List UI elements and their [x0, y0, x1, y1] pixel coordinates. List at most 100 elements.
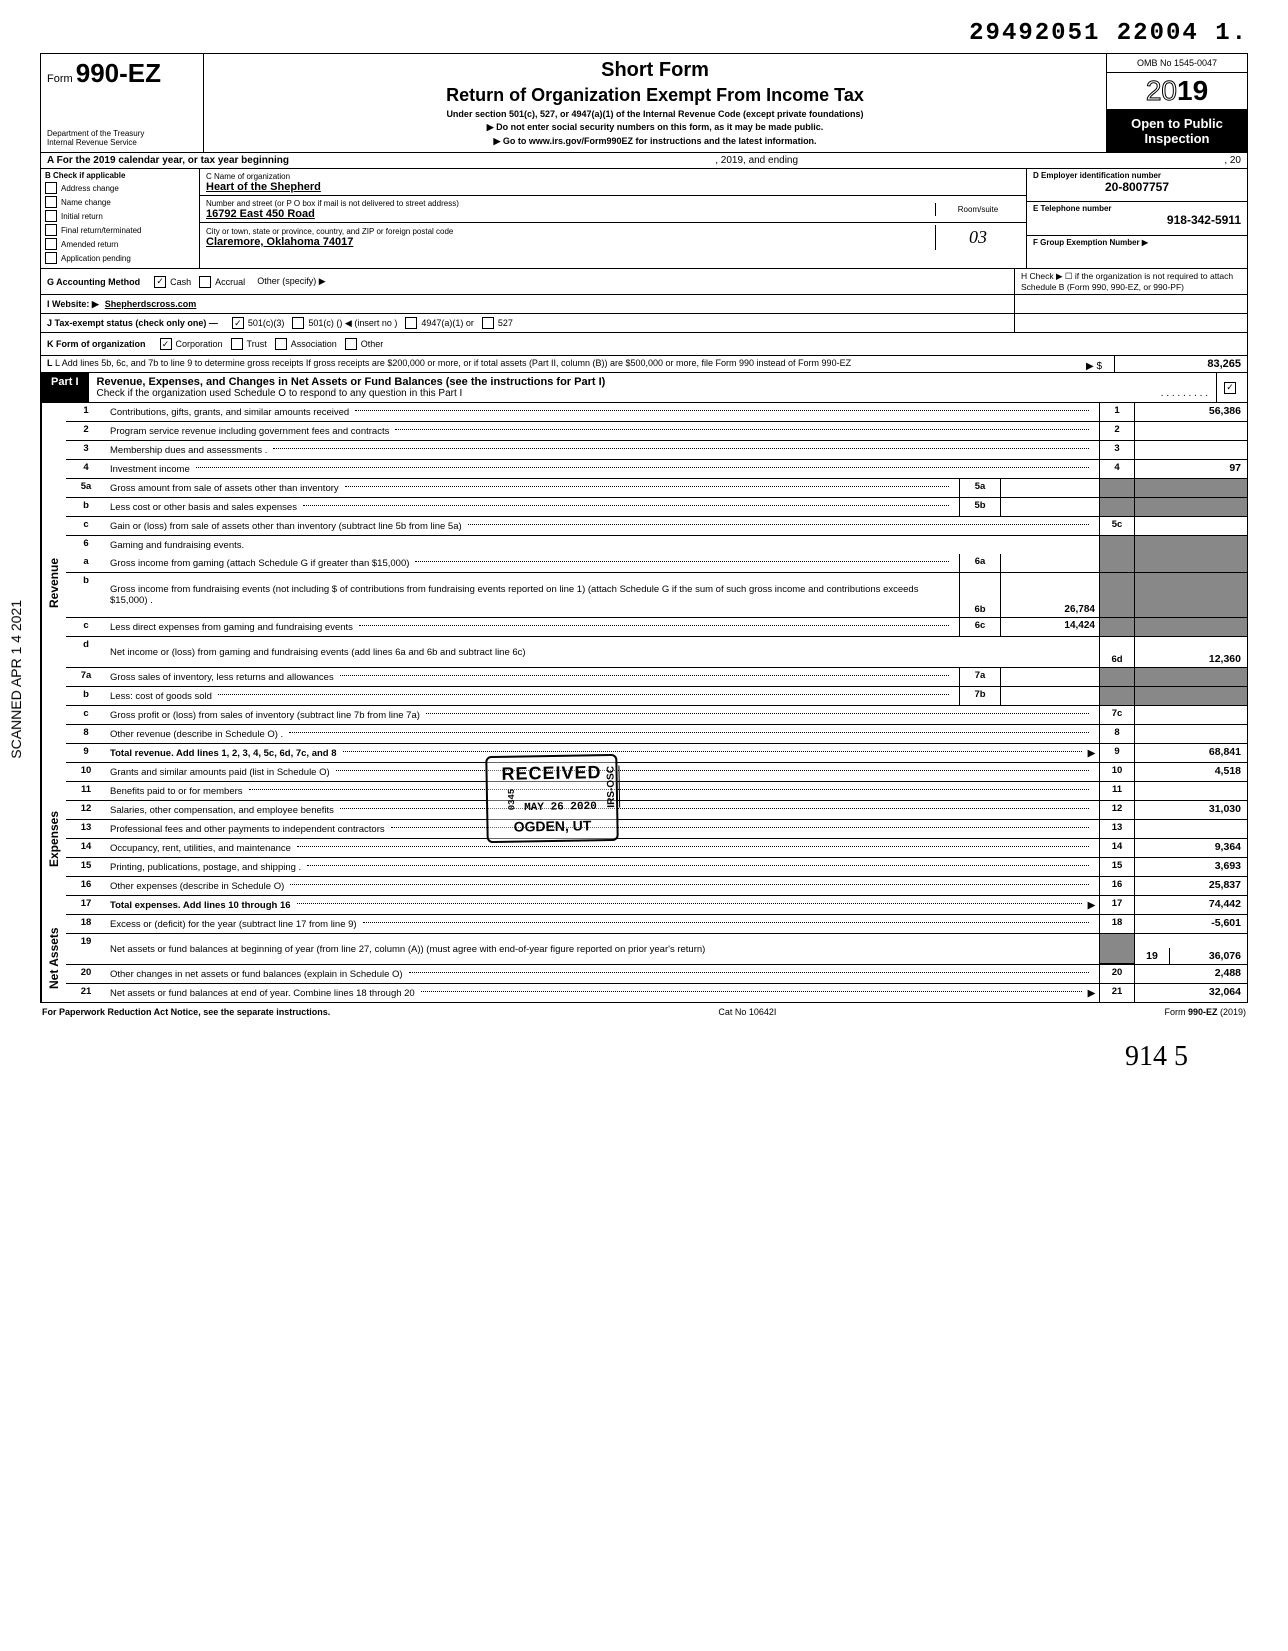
- line-11-mn: 11: [1099, 782, 1134, 800]
- line-12-num: 12: [66, 801, 106, 819]
- line-16-mv: 25,837: [1134, 877, 1247, 895]
- tax-year: 2019: [1107, 73, 1247, 110]
- check-final-return[interactable]: [45, 224, 57, 236]
- accounting-label: G Accounting Method: [47, 277, 140, 287]
- check-schedule-o[interactable]: ✓: [1224, 382, 1236, 394]
- check-cash[interactable]: ✓: [154, 276, 166, 288]
- line-5a-sv: [1000, 479, 1099, 497]
- row-h-cont2: [1014, 314, 1247, 332]
- col-b-checkboxes: B Check if applicable Address change Nam…: [41, 169, 200, 268]
- label-final-return: Final return/terminated: [61, 226, 141, 235]
- line-2-mn: 2: [1099, 422, 1134, 440]
- document-code: 29492051 22004 1.: [40, 20, 1248, 47]
- street-value: 16792 East 450 Road: [206, 208, 315, 220]
- check-address-change[interactable]: [45, 182, 57, 194]
- line-1-num: 1: [66, 403, 106, 421]
- year-outline: 20: [1146, 75, 1177, 106]
- line-6-mv-shade: [1134, 536, 1247, 554]
- line-6d-num: d: [66, 637, 106, 667]
- line-5a-sn: 5a: [959, 479, 1000, 497]
- label-assoc: Association: [291, 339, 337, 349]
- omb-number: OMB No 1545-0047: [1107, 54, 1247, 73]
- line-6b-sv: 26,784: [1000, 573, 1099, 617]
- org-name-label: C Name of organization: [206, 172, 1020, 181]
- label-app-pending: Application pending: [61, 254, 131, 263]
- group-exempt-label: F Group Exemption Number ▶: [1033, 238, 1241, 247]
- check-app-pending[interactable]: [45, 252, 57, 264]
- col-c-org-info: C Name of organization Heart of the Shep…: [200, 169, 1026, 268]
- col-def: D Employer identification number 20-8007…: [1026, 169, 1247, 268]
- line-6d-mv: 12,360: [1134, 637, 1247, 667]
- form-org-label: K Form of organization: [47, 339, 146, 349]
- check-amended[interactable]: [45, 238, 57, 250]
- part-1-check-text: Check if the organization used Schedule …: [97, 388, 463, 399]
- line-20-mv: 2,488: [1134, 965, 1247, 983]
- line-4-desc: Investment income: [110, 464, 190, 475]
- line-6b-desc: Gross income from fundraising events (no…: [110, 584, 955, 606]
- line-12-mn: 12: [1099, 801, 1134, 819]
- check-accrual[interactable]: [199, 276, 211, 288]
- col-b-header: B Check if applicable: [45, 171, 195, 180]
- website-label: I Website: ▶: [47, 299, 99, 310]
- stamp-received: RECEIVED: [501, 762, 601, 785]
- row-j-tax-status: J Tax-exempt status (check only one) — ✓…: [41, 314, 1247, 333]
- line-7c-mn: 7c: [1099, 706, 1134, 724]
- check-4947[interactable]: [405, 317, 417, 329]
- row-l-text: L Add lines 5b, 6c, and 7b to line 9 to …: [55, 358, 851, 368]
- line-17-mn: 17: [1099, 896, 1134, 914]
- line-5b-num: b: [66, 498, 106, 516]
- check-501c[interactable]: [292, 317, 304, 329]
- check-corp[interactable]: ✓: [160, 338, 172, 350]
- line-10-num: 10: [66, 763, 106, 781]
- line-2-mv: [1134, 422, 1247, 440]
- check-name-change[interactable]: [45, 196, 57, 208]
- room-suite-hand: 03: [935, 225, 1020, 250]
- bottom-handwriting: 914 5: [40, 1041, 1248, 1073]
- check-527[interactable]: [482, 317, 494, 329]
- line-6c-mn-shade: [1099, 618, 1134, 636]
- line-10-mn: 10: [1099, 763, 1134, 781]
- line-18-num: 18: [66, 915, 106, 933]
- label-trust: Trust: [247, 339, 267, 349]
- line-5b-sv: [1000, 498, 1099, 516]
- check-other-org[interactable]: [345, 338, 357, 350]
- line-10-mv: 4,518: [1134, 763, 1247, 781]
- label-accrual: Accrual: [215, 277, 245, 287]
- header-right: OMB No 1545-0047 2019 Open to Public Ins…: [1106, 54, 1247, 152]
- line-21-mv: 32,064: [1134, 984, 1247, 1002]
- line-7b-mn-shade: [1099, 687, 1134, 705]
- stamp-date: MAY 26 2020: [524, 801, 597, 814]
- street-label: Number and street (or P O box if mail is…: [206, 199, 935, 208]
- footer-right-form: 990-EZ: [1188, 1007, 1218, 1017]
- line-15-desc: Printing, publications, postage, and shi…: [110, 862, 301, 873]
- footer-right-prefix: Form: [1164, 1007, 1188, 1017]
- line-21-num: 21: [66, 984, 106, 1002]
- line-6d-desc: Net income or (loss) from gaming and fun…: [110, 647, 526, 658]
- line-7c-mv: [1134, 706, 1247, 724]
- line-7a-sv: [1000, 668, 1099, 686]
- city-label: City or town, state or province, country…: [206, 227, 935, 236]
- phone-label: E Telephone number: [1033, 204, 1241, 213]
- line-7a-mv-shade: [1134, 668, 1247, 686]
- line-14-mv: 9,364: [1134, 839, 1247, 857]
- line-13-desc: Professional fees and other payments to …: [110, 824, 385, 835]
- line-5b-mv-shade: [1134, 498, 1247, 516]
- line-6-mn-shade: [1099, 536, 1134, 554]
- line-1-mv: 56,386: [1134, 403, 1247, 421]
- part-1-header: Part I Revenue, Expenses, and Changes in…: [41, 373, 1247, 403]
- line-4-num: 4: [66, 460, 106, 478]
- line-17-desc: Total expenses. Add lines 10 through 16: [110, 900, 291, 911]
- line-19-num: 19: [66, 934, 106, 964]
- title-return: Return of Organization Exempt From Incom…: [214, 85, 1096, 106]
- check-assoc[interactable]: [275, 338, 287, 350]
- info-block: B Check if applicable Address change Nam…: [41, 169, 1247, 269]
- line-6c-desc: Less direct expenses from gaming and fun…: [110, 622, 353, 633]
- line-7b-desc: Less: cost of goods sold: [110, 691, 212, 702]
- check-initial-return[interactable]: [45, 210, 57, 222]
- line-5c-num: c: [66, 517, 106, 535]
- row-a-end: , 20: [1224, 155, 1241, 166]
- footer-left: For Paperwork Reduction Act Notice, see …: [42, 1007, 330, 1017]
- check-501c3[interactable]: ✓: [232, 317, 244, 329]
- check-trust[interactable]: [231, 338, 243, 350]
- line-5c-mv: [1134, 517, 1247, 535]
